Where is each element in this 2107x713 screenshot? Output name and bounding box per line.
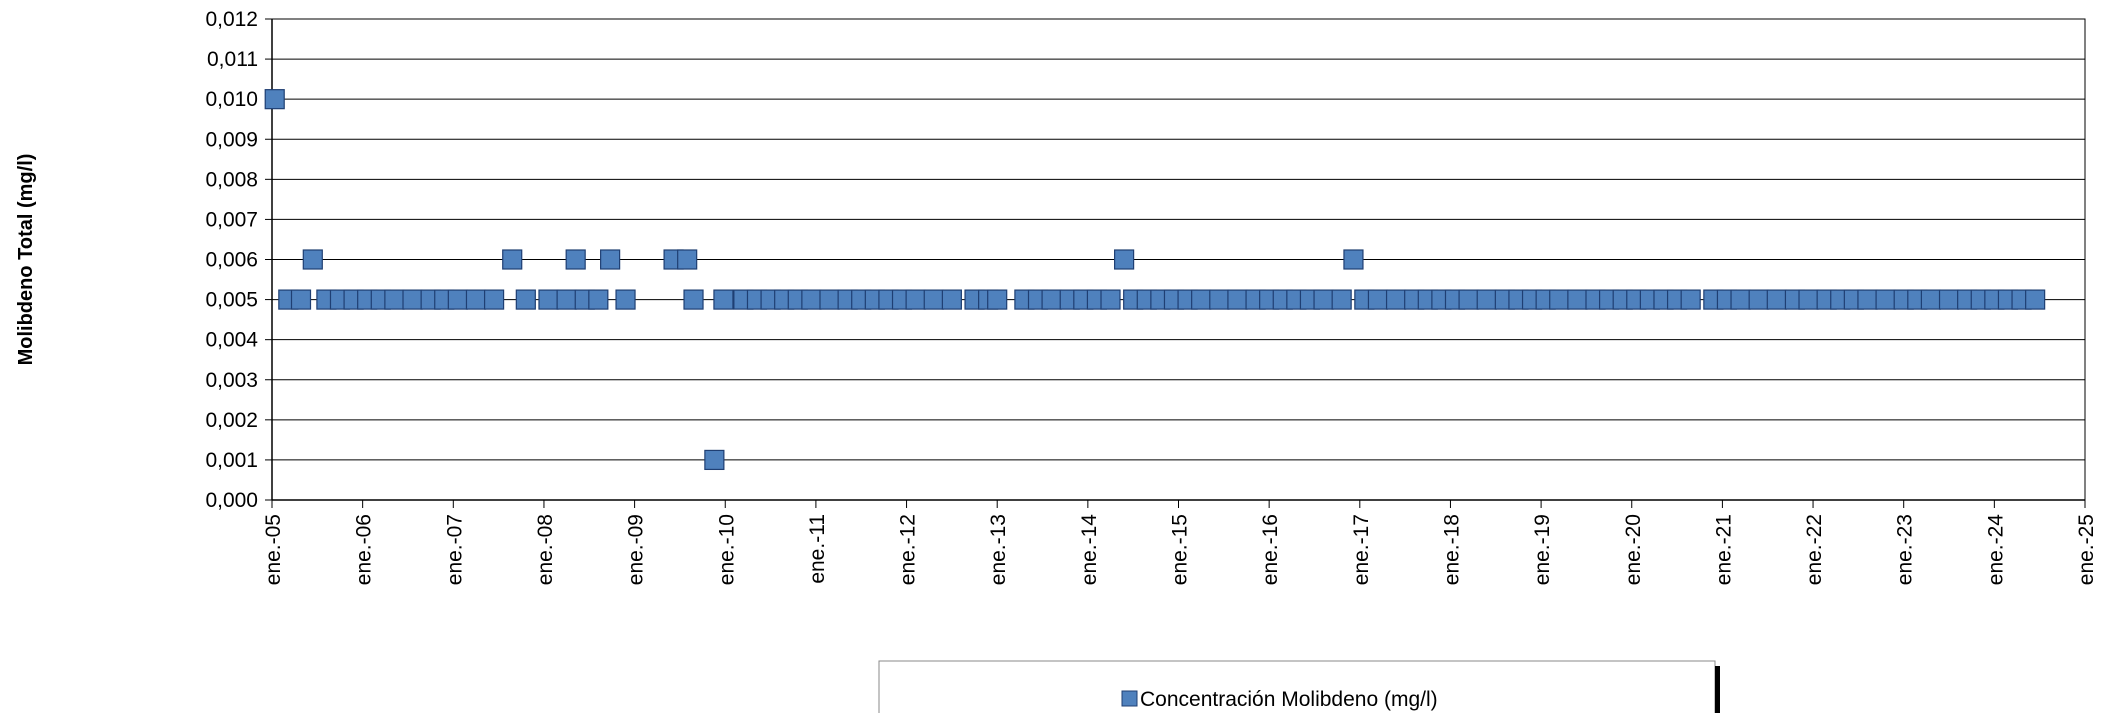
y-tick-label: 0,009 <box>205 128 258 151</box>
x-tick-label: ene.-14 <box>1078 514 1101 586</box>
x-tick-label: ene.-15 <box>1169 514 1192 585</box>
data-point <box>1041 289 1062 310</box>
data-point <box>819 289 840 310</box>
legend-marker <box>1121 690 1138 707</box>
data-point <box>683 289 704 310</box>
data-point <box>290 289 312 310</box>
data-point <box>1567 289 1588 310</box>
data-point <box>1766 289 1787 310</box>
legend-box <box>878 660 1716 713</box>
data-point <box>515 289 536 310</box>
gridlines <box>272 18 2085 501</box>
x-tick-label: ene.-07 <box>443 514 466 585</box>
data-point <box>941 289 962 310</box>
y-tick-label: 0,001 <box>205 449 258 472</box>
y-tick-label: 0,006 <box>205 249 258 272</box>
y-tick-label: 0,003 <box>205 369 258 392</box>
y-axis-title: Molibdeno Total (mg/l) <box>15 154 37 366</box>
x-axis: ene.-05 ene.-06 ene.-07 ene.-08 ene.-09 ene.-… <box>262 499 2098 586</box>
y-tick-label: 0,012 <box>205 8 258 31</box>
x-tick-label: ene.-12 <box>897 514 920 585</box>
y-axis-title-group: Molibdeno Total (mg/l) <box>15 154 37 366</box>
data-point <box>264 89 285 110</box>
data-point <box>600 249 621 270</box>
legend-label: Concentración Molibdeno (mg/l) <box>1140 688 1438 711</box>
x-tick-label: ene.-11 <box>806 514 829 584</box>
legend-shadow <box>1715 666 1720 713</box>
data-point <box>1549 289 1570 310</box>
data-point <box>1938 289 1960 310</box>
data-point <box>302 249 323 270</box>
data-point <box>538 289 559 310</box>
data-point <box>2025 289 2046 310</box>
data-point <box>1209 289 1230 310</box>
data-point <box>1100 289 1121 310</box>
data-point <box>1798 289 1819 310</box>
y-tick-label: 0,008 <box>205 168 258 191</box>
y-tick-label: 0,007 <box>205 208 258 231</box>
data-point <box>905 289 926 310</box>
y-axis: 0,000 0,001 0,002 0,003 0,004 0,005 0,006 0,007… <box>205 8 273 512</box>
data-point <box>1680 289 1701 310</box>
y-tick-label: 0,010 <box>205 88 258 111</box>
data-point <box>923 289 944 310</box>
data-point <box>1875 289 1896 310</box>
data-point <box>556 289 577 310</box>
data-point <box>502 249 523 270</box>
data-point <box>1313 289 1334 310</box>
data-point <box>704 449 725 471</box>
data-point <box>483 289 505 310</box>
data-point <box>1458 289 1479 310</box>
data-point <box>1114 249 1135 270</box>
x-tick-label: ene.-06 <box>353 514 376 585</box>
data-point <box>402 289 423 310</box>
x-tick-label: ene.-09 <box>625 514 648 585</box>
data-point <box>384 289 405 310</box>
data-point <box>1191 289 1212 310</box>
y-tick-label: 0,004 <box>205 329 258 352</box>
y-tick-label: 0,002 <box>205 409 258 432</box>
x-tick-label: ene.-24 <box>1984 514 2007 586</box>
x-tick-label: ene.-05 <box>262 514 285 585</box>
x-tick-label: ene.-16 <box>1259 514 1282 585</box>
y-tick-label: 0,011 <box>207 48 258 71</box>
data-point <box>1748 289 1769 310</box>
data-point <box>1367 289 1389 310</box>
x-tick-label: ene.-25 <box>2075 514 2098 585</box>
data-point <box>1227 289 1248 310</box>
x-tick-label: ene.-08 <box>534 514 557 585</box>
data-point <box>1857 289 1878 310</box>
data-point <box>1343 249 1364 270</box>
x-tick-label: ene.-10 <box>715 514 738 585</box>
x-tick-label: ene.-19 <box>1531 514 1554 585</box>
data-point <box>1920 289 1941 310</box>
y-tick-label: 0,005 <box>205 289 258 312</box>
x-tick-label: ene.-18 <box>1440 514 1463 585</box>
data-point <box>801 289 822 310</box>
legend: Concentración Molibdeno (mg/l) <box>878 660 1720 713</box>
data-point <box>1385 289 1407 310</box>
data-point <box>677 249 698 270</box>
x-tick-label: ene.-20 <box>1622 514 1645 585</box>
data-series <box>264 89 2046 471</box>
data-point <box>1730 289 1751 310</box>
data-point <box>447 289 468 310</box>
data-point <box>1331 289 1352 310</box>
data-point <box>713 289 734 310</box>
data-point <box>987 289 1008 310</box>
data-point <box>465 289 487 310</box>
x-tick-label: ene.-22 <box>1803 514 1826 585</box>
data-point <box>1476 289 1497 310</box>
x-tick-label: ene.-21 <box>1712 514 1735 585</box>
data-point <box>565 249 586 270</box>
x-tick-label: ene.-13 <box>987 514 1010 585</box>
x-tick-label: ene.-17 <box>1350 514 1373 585</box>
y-tick-label: 0,000 <box>205 489 258 512</box>
data-point <box>615 289 636 310</box>
data-point <box>588 289 609 310</box>
x-tick-label: ene.-23 <box>1894 514 1917 585</box>
